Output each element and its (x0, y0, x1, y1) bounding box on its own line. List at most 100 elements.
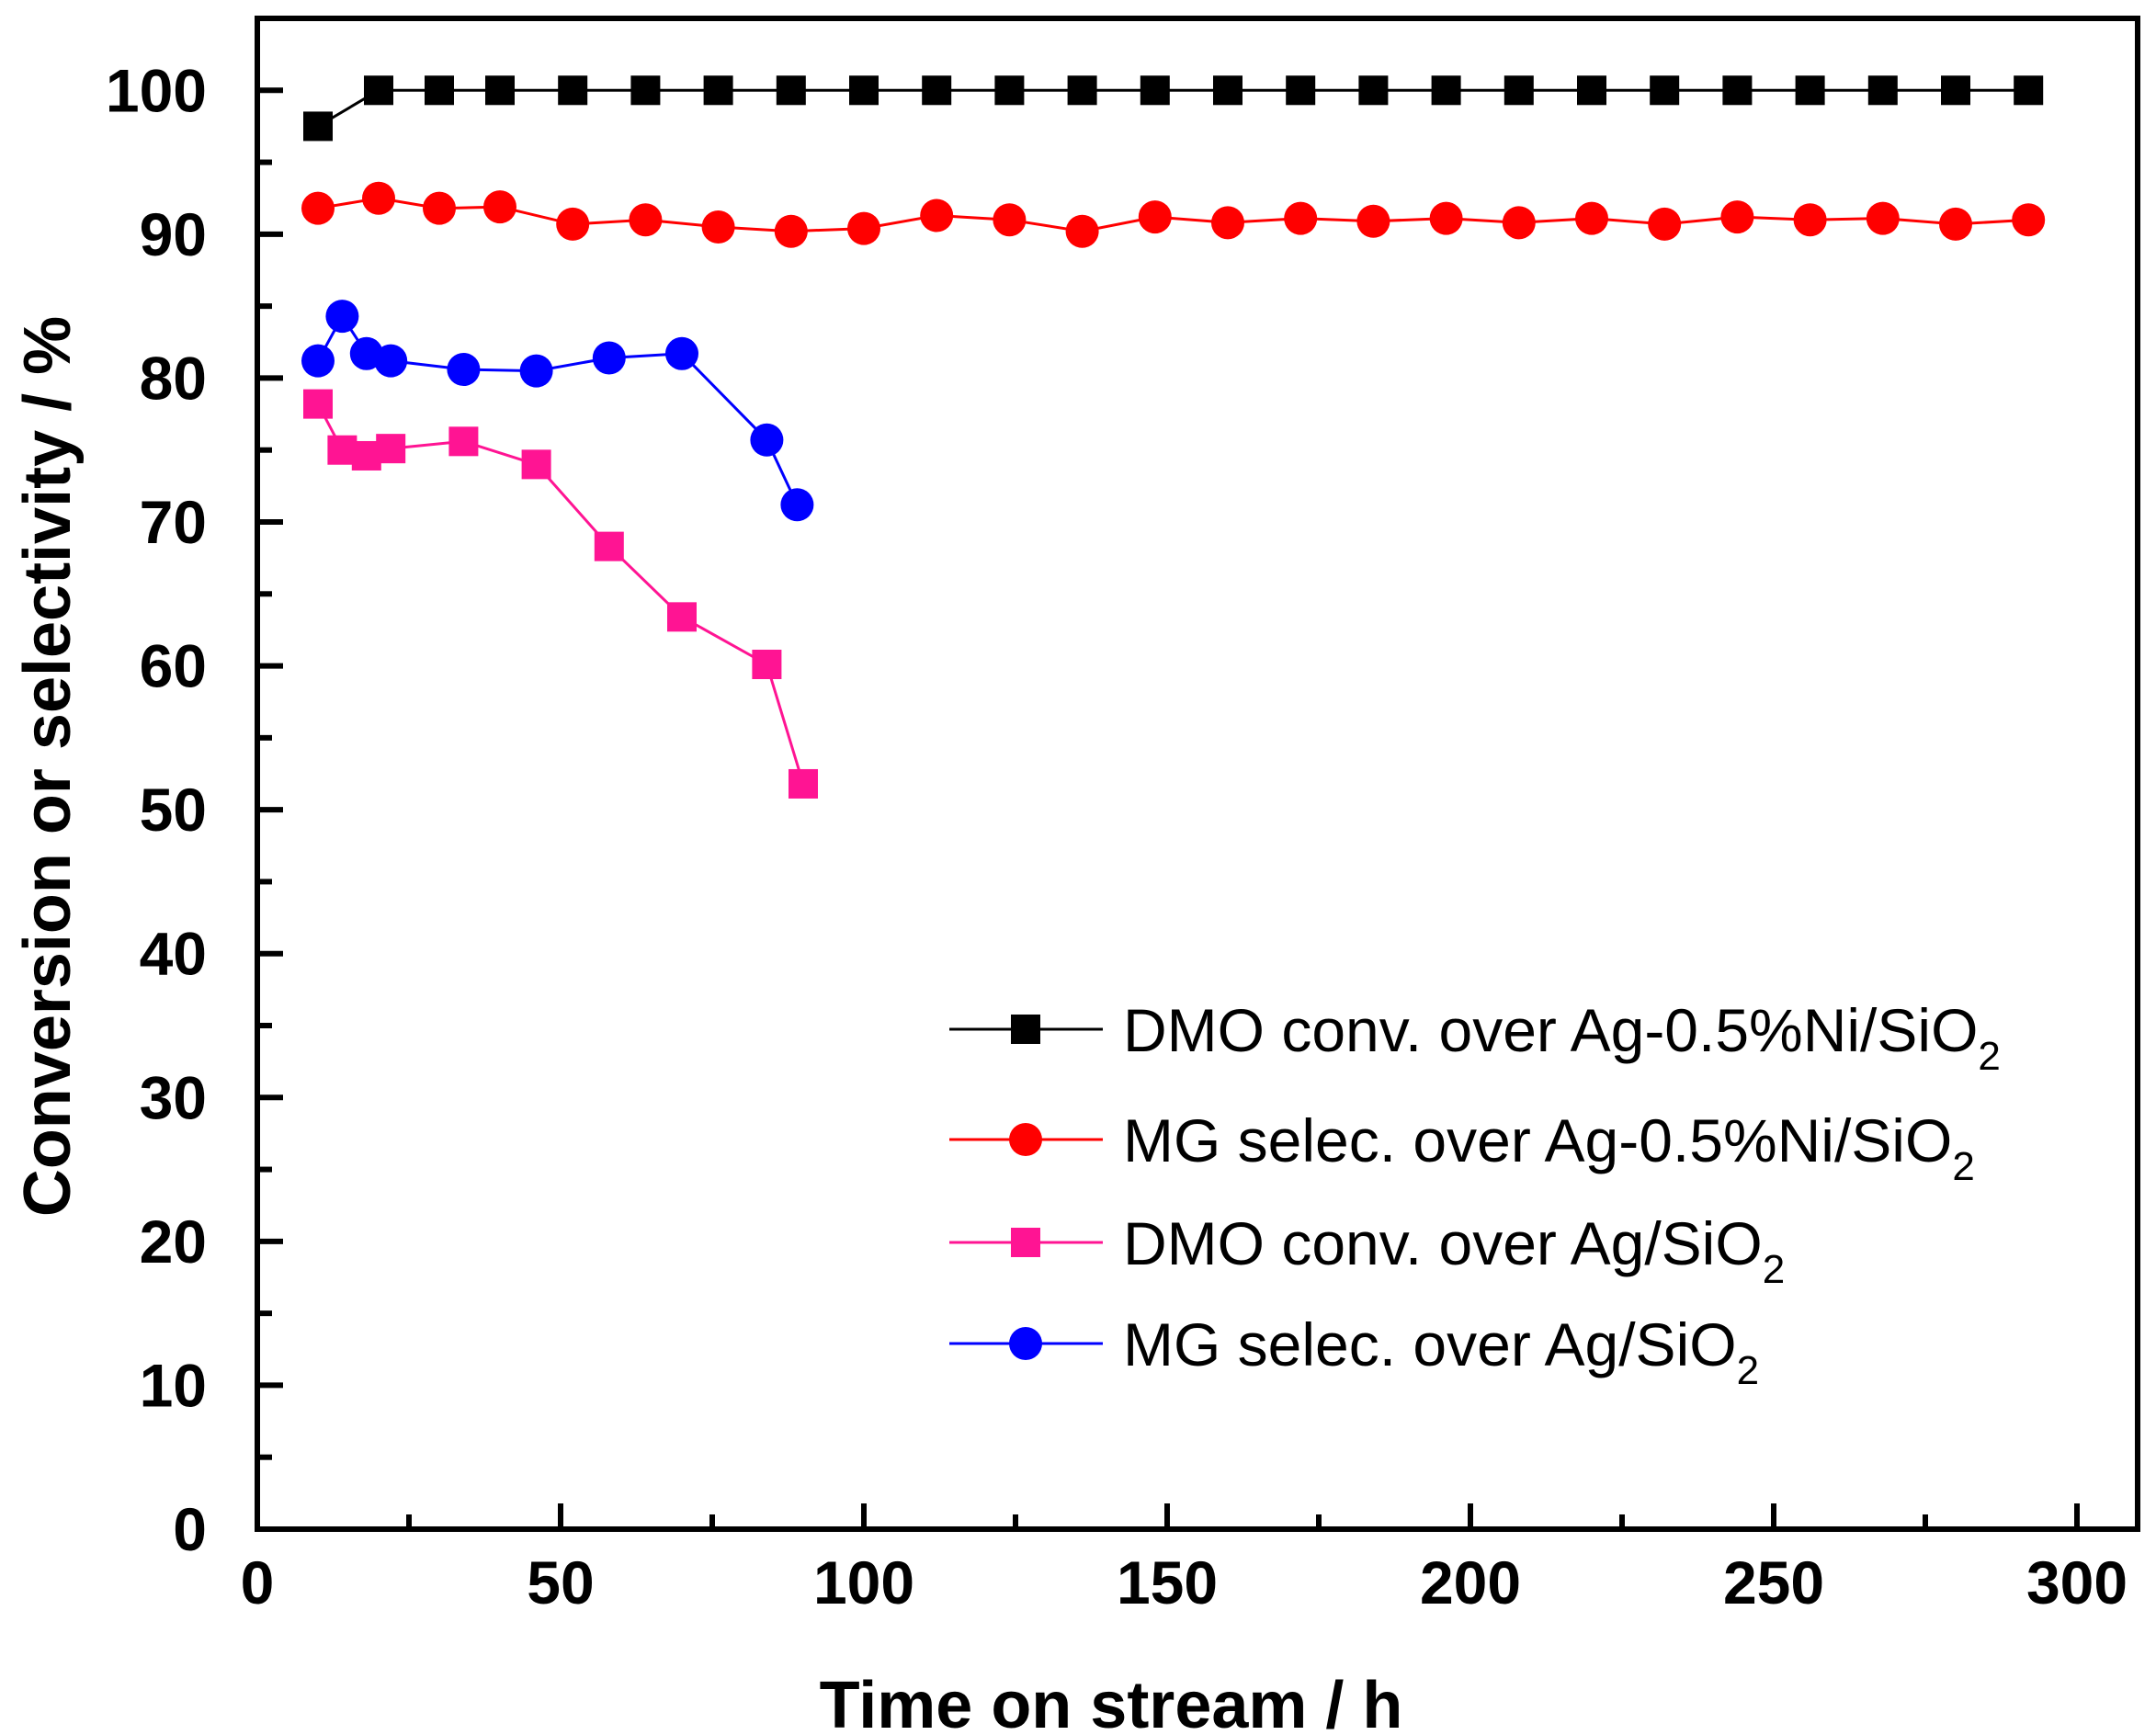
data-point (448, 426, 479, 457)
data-point (922, 75, 952, 106)
legend-item: MG selec. over Ag/SiO2 (949, 1310, 1759, 1393)
y-tick-label: 40 (140, 920, 207, 988)
legend-label-subscript: 2 (1952, 1144, 1974, 1189)
y-tick-label: 20 (140, 1208, 207, 1276)
data-point (364, 75, 393, 106)
x-axis-title: Time on stream / h (820, 1669, 1403, 1735)
data-point (1650, 75, 1680, 106)
y-tick-label: 80 (140, 344, 207, 412)
data-point (1140, 75, 1170, 106)
data-point (519, 354, 553, 388)
y-tick-label: 90 (140, 200, 207, 268)
data-point (303, 111, 333, 142)
legend-label-subscript: 2 (1737, 1348, 1759, 1393)
x-tick-label: 200 (1420, 1548, 1521, 1616)
data-point (1067, 75, 1097, 106)
x-tick-label: 250 (1723, 1548, 1824, 1616)
data-point (362, 181, 395, 215)
axes (255, 16, 2140, 1532)
legend-label-main: DMO conv. over Ag/SiO (1123, 1209, 1763, 1277)
data-point (1286, 75, 1316, 106)
data-point (558, 75, 588, 106)
x-tick-label: 300 (2026, 1548, 2128, 1616)
data-point (1720, 200, 1754, 234)
data-point (594, 531, 624, 561)
y-tick-label: 0 (173, 1495, 207, 1563)
y-tick-label: 70 (140, 488, 207, 556)
data-point (425, 75, 454, 106)
data-point (780, 488, 814, 522)
data-point (1502, 206, 1536, 240)
data-point (1577, 75, 1606, 106)
data-point (994, 75, 1025, 106)
legend-label: DMO conv. over Ag/SiO2 (1123, 1209, 1785, 1292)
data-point (1138, 200, 1172, 234)
legend-marker (1011, 1228, 1040, 1257)
data-point (849, 75, 879, 106)
legend-label: MG selec. over Ag/SiO2 (1123, 1310, 1759, 1393)
legend-label: DMO conv. over Ag-0.5%Ni/SiO2 (1123, 996, 2001, 1079)
data-point (1648, 207, 1682, 241)
data-point (325, 300, 359, 334)
data-point (376, 434, 406, 464)
legend-marker (1011, 1015, 1040, 1044)
legend-label: MG selec. over Ag-0.5%Ni/SiO2 (1123, 1106, 1975, 1189)
data-point (592, 341, 626, 375)
y-tick-label: 100 (106, 56, 207, 124)
data-point (374, 344, 408, 378)
data-point (1284, 201, 1318, 235)
data-point (447, 353, 481, 387)
data-point (1356, 204, 1390, 238)
data-point (667, 602, 697, 632)
x-tick-label: 50 (527, 1548, 594, 1616)
data-point (1429, 201, 1463, 235)
legend-item: DMO conv. over Ag-0.5%Ni/SiO2 (949, 996, 2001, 1079)
data-point (920, 198, 954, 232)
data-point (774, 214, 808, 248)
x-tick-label: 100 (813, 1548, 914, 1616)
legend-label-main: MG selec. over Ag-0.5%Ni/SiO (1123, 1106, 1952, 1174)
legend-marker (1009, 1123, 1042, 1156)
data-point (301, 344, 335, 378)
data-point (1211, 206, 1244, 240)
x-tick-label: 0 (241, 1548, 275, 1616)
legend-label-subscript: 2 (1978, 1034, 2000, 1079)
x-tick-label: 150 (1117, 1548, 1218, 1616)
data-point (1575, 201, 1608, 235)
y-tick-label: 60 (140, 632, 207, 700)
series-line-3 (316, 313, 799, 505)
data-point (1941, 75, 1970, 106)
legend-label-main: DMO conv. over Ag-0.5%Ni/SiO (1123, 996, 1978, 1064)
plot-frame (255, 16, 2140, 1532)
data-point (556, 207, 590, 241)
data-point (665, 336, 698, 370)
data-point (1866, 201, 1900, 235)
data-point (703, 75, 733, 106)
data-point (423, 191, 456, 225)
data-point (630, 75, 661, 106)
data-point (1793, 203, 1827, 237)
y-tick-label: 50 (140, 776, 207, 844)
data-point (485, 75, 515, 106)
data-point (1722, 75, 1753, 106)
data-point (303, 389, 333, 419)
data-point (847, 211, 880, 245)
data-point (2014, 75, 2044, 106)
legend-item: MG selec. over Ag-0.5%Ni/SiO2 (949, 1106, 1975, 1189)
y-tick-label: 10 (140, 1351, 207, 1419)
data-point (301, 191, 335, 225)
data-point (1431, 75, 1461, 106)
y-tick-labels: 0 10 20 30 40 50 60 70 80 90 100 (106, 56, 207, 1563)
data-point (1065, 214, 1099, 248)
plot-markers (301, 75, 2046, 799)
data-point (483, 190, 516, 224)
data-point (750, 423, 784, 457)
data-point (789, 768, 818, 799)
data-point (701, 210, 735, 244)
y-tick-label: 30 (140, 1063, 207, 1131)
data-point (1358, 75, 1389, 106)
legend-label-main: MG selec. over Ag/SiO (1123, 1310, 1737, 1378)
legend-marker (1009, 1327, 1042, 1360)
data-point (1867, 75, 1898, 106)
